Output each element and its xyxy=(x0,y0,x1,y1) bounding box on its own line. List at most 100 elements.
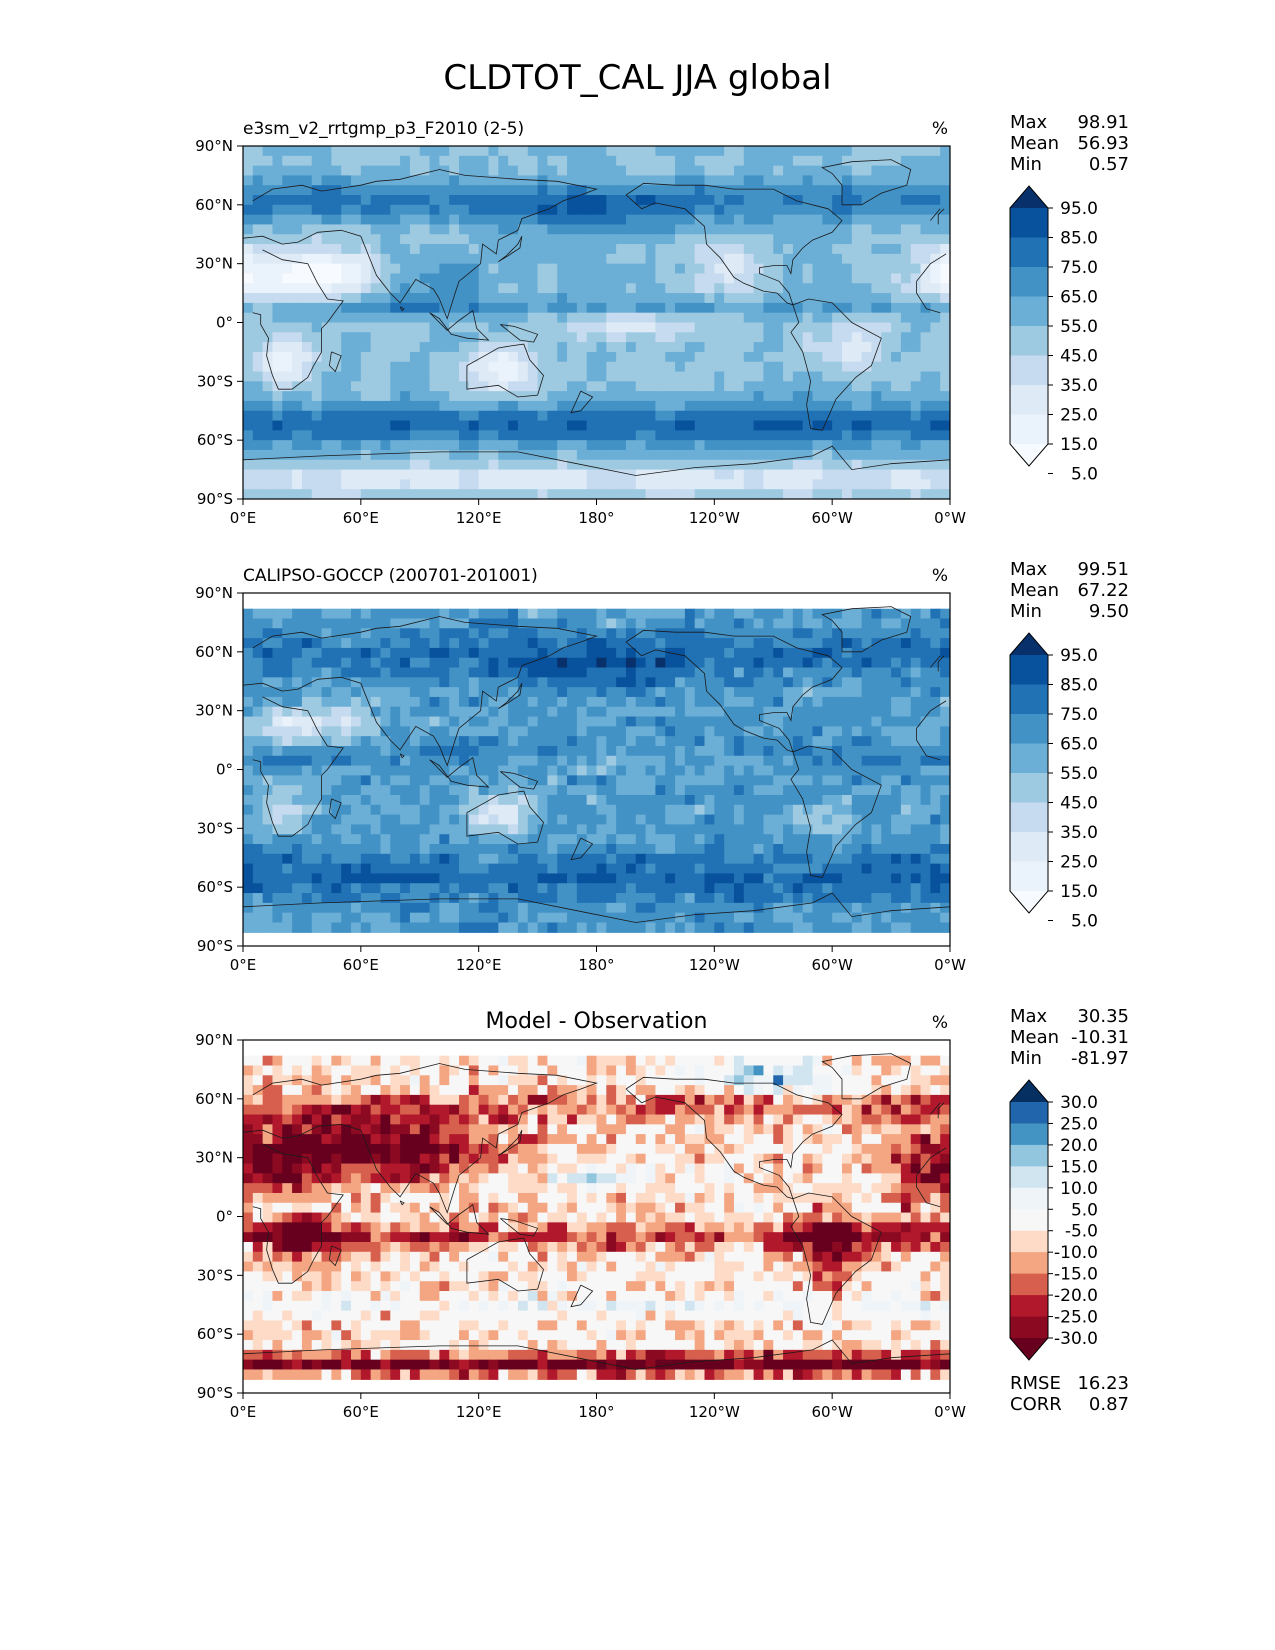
colorbar-swatch xyxy=(1010,355,1048,386)
colorbar-label: 20.0 xyxy=(1060,1136,1098,1156)
colorbar-label: 30.0 xyxy=(1060,1093,1098,1113)
x-tick-label: 180° xyxy=(578,509,614,527)
colorbar-swatch xyxy=(1010,1144,1048,1167)
x-tick-label: 0°E xyxy=(230,509,257,527)
colorbar-swatch xyxy=(1010,385,1048,415)
y-tick-label: 90°N xyxy=(195,137,233,155)
colorbar-swatch xyxy=(1010,1295,1048,1318)
colorbar-label: 75.0 xyxy=(1060,258,1098,278)
y-tick-label: 60°N xyxy=(195,196,233,214)
colorbar-label: -5.0 xyxy=(1065,1222,1098,1242)
x-tick-label: 60°E xyxy=(343,509,379,527)
x-tick-label: 60°W xyxy=(811,1403,853,1421)
colorbar-bottom-extension xyxy=(1010,891,1048,913)
coastline xyxy=(790,745,882,878)
x-tick-label: 60°E xyxy=(343,1403,379,1421)
colorbar-swatch xyxy=(1010,1209,1048,1232)
colorbar-label: 5.0 xyxy=(1071,912,1098,932)
colorbar-bottom-extension xyxy=(1010,1338,1048,1360)
map-panel-1: 0°E 60°E 120°E 180° 120°W 60°W 0°W 90°N 60°N 30°N… xyxy=(195,112,1129,527)
stat-label: Mean xyxy=(1010,1027,1059,1048)
colorbar: 30.025.020.015.010.05.0-5.0-10.0-15.0-20… xyxy=(1009,1079,1098,1361)
colorbar-label: 45.0 xyxy=(1060,794,1098,814)
colorbar-swatch xyxy=(1010,1230,1048,1253)
colorbar-swatch xyxy=(1010,743,1048,774)
coastlines xyxy=(243,606,950,923)
stat-value: 9.50 xyxy=(1089,601,1129,622)
colorbar-top-extension xyxy=(1010,186,1048,208)
x-tick-label: 0°E xyxy=(230,1403,257,1421)
units-label: % xyxy=(932,566,948,586)
colorbar-top-extension xyxy=(1010,1080,1048,1102)
y-tick-label: 30°N xyxy=(195,702,233,720)
y-tick-label: 90°N xyxy=(195,584,233,602)
coastline xyxy=(570,390,594,414)
coastline xyxy=(570,837,594,861)
colorbar-label: 15.0 xyxy=(1060,1157,1098,1177)
y-tick-label: 0° xyxy=(216,761,233,779)
colorbar-label: 5.0 xyxy=(1071,1200,1098,1220)
x-tick-label: 120°W xyxy=(689,509,740,527)
colorbar-label: -15.0 xyxy=(1054,1265,1098,1285)
stat-value: 30.35 xyxy=(1077,1006,1129,1027)
x-tick-label: 120°E xyxy=(456,509,502,527)
units-label: % xyxy=(932,1013,948,1033)
colorbar-swatch xyxy=(1010,1102,1048,1124)
coastline xyxy=(328,1245,342,1267)
colorbar-label: 55.0 xyxy=(1060,764,1098,784)
colorbar-swatch xyxy=(1010,684,1048,715)
coastlines xyxy=(243,159,950,476)
coastline xyxy=(243,1063,941,1214)
coastline xyxy=(399,306,405,312)
colorbar-swatch xyxy=(1010,326,1048,356)
colorbar-swatch xyxy=(1010,1166,1048,1189)
coastline xyxy=(570,1284,594,1308)
colorbar-swatch xyxy=(1010,714,1048,744)
colorbar-label: -30.0 xyxy=(1054,1329,1098,1349)
colorbar-label: 85.0 xyxy=(1060,229,1098,249)
colorbar-label: 15.0 xyxy=(1060,435,1098,455)
stat-value: 0.87 xyxy=(1089,1394,1129,1415)
colorbar-swatch xyxy=(1010,267,1048,297)
colorbar-label: 15.0 xyxy=(1060,882,1098,902)
colorbar-swatch xyxy=(1010,1187,1048,1210)
coastline xyxy=(252,249,947,390)
colorbar-label: 25.0 xyxy=(1060,1114,1098,1134)
colorbar-label: 95.0 xyxy=(1060,646,1098,666)
colorbar-bottom-extension xyxy=(1010,444,1048,466)
stat-value: 0.57 xyxy=(1089,154,1129,175)
stat-value: 16.23 xyxy=(1077,1373,1129,1394)
colorbar-swatch xyxy=(1010,832,1048,862)
colorbar-label: 10.0 xyxy=(1060,1179,1098,1199)
x-tick-label: 0°E xyxy=(230,956,257,974)
stat-label: Min xyxy=(1010,154,1042,175)
coastlines xyxy=(243,1053,950,1370)
x-tick-label: 0°W xyxy=(934,956,966,974)
coastline xyxy=(498,1130,523,1157)
colorbar-swatch xyxy=(1010,237,1048,268)
coastline xyxy=(821,1053,912,1100)
colorbar-label: 5.0 xyxy=(1071,465,1098,485)
coastline xyxy=(429,310,490,341)
coastline xyxy=(252,696,947,837)
x-tick-label: 120°W xyxy=(689,1403,740,1421)
coastline xyxy=(243,169,941,320)
colorbar-label: -10.0 xyxy=(1054,1243,1098,1263)
colorbar-swatch xyxy=(1010,655,1048,685)
colorbar-label: 85.0 xyxy=(1060,676,1098,696)
stats-block: Max 98.91 Mean 56.93 Min 0.57 xyxy=(1010,112,1129,175)
colorbar-label: 95.0 xyxy=(1060,199,1098,219)
coastline xyxy=(243,616,941,767)
coastline xyxy=(498,236,523,263)
stats-block: Max 30.35 Mean -10.31 Min -81.97 RMSE 16.23 CORR… xyxy=(1010,1006,1129,1415)
coastline xyxy=(466,790,544,845)
panel-title: e3sm_v2_rrtgmp_p3_F2010 (2-5) xyxy=(243,119,524,139)
coastline xyxy=(498,683,523,710)
colorbar-swatch xyxy=(1010,414,1048,445)
coastline xyxy=(328,798,342,820)
y-tick-label: 90°S xyxy=(197,490,233,508)
panel-title: CALIPSO-GOCCP (200701-201001) xyxy=(243,566,538,586)
colorbar-swatch xyxy=(1010,208,1048,238)
coastline xyxy=(821,606,912,653)
y-tick-label: 60°S xyxy=(197,431,233,449)
